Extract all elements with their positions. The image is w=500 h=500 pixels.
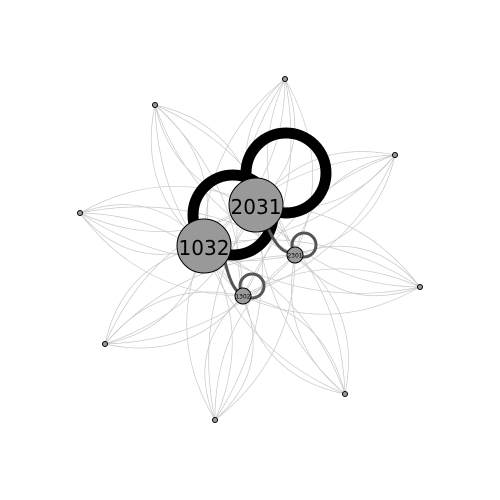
node-label-2031: 2031 [231,195,282,219]
light-edge-31 [242,295,346,395]
node-2031[interactable]: 2031 [228,177,284,233]
outer-node-6[interactable] [102,341,108,347]
light-edge-62 [154,104,244,297]
node-label-1302: 1302 [235,294,250,301]
light-edge-44 [104,254,296,345]
light-edge-12 [294,154,396,256]
nodes: 2031 1032 2301 1302 [77,76,423,423]
light-edge-7 [242,78,292,297]
outer-node-8[interactable] [152,102,158,108]
light-edge-4 [266,78,296,256]
outer-node-5[interactable] [212,417,218,423]
light-edge-46 [104,295,244,349]
outer-node-1[interactable] [282,76,288,82]
node-1302[interactable]: 1302 [234,287,252,305]
light-edge-47 [104,291,244,345]
light-edge-29 [291,254,346,395]
light-edge-60 [154,104,296,256]
light-edge-33 [208,204,257,421]
node-label-2301: 2301 [287,253,302,260]
light-edge-41 [104,204,257,345]
node-2301[interactable]: 2301 [286,246,304,264]
light-edge-38 [214,295,254,421]
light-edge-15 [242,154,396,297]
light-edge-30 [242,295,346,395]
light-edge-13 [294,154,396,256]
outer-node-7[interactable] [77,210,83,216]
light-edge-63 [154,104,244,297]
outer-node-2[interactable] [392,152,398,158]
light-edge-28 [294,254,349,395]
light-edge-18 [203,239,421,288]
light-edge-54 [79,212,244,297]
light-edge-23 [242,286,421,315]
light-edge-20 [294,245,421,288]
self-loop-2301 [290,231,318,259]
light-edge-36 [214,254,296,421]
light-edge-37 [214,254,296,421]
light-edge-11 [203,154,396,247]
light-edge-39 [204,295,244,421]
light-edge-32 [214,204,263,421]
light-edge-21 [294,254,421,297]
self-loop-1302 [238,272,266,300]
outer-node-3[interactable] [417,284,423,290]
node-1032[interactable]: 1032 [176,218,232,274]
node-label-1032: 1032 [179,236,230,260]
light-edge-55 [79,212,244,297]
heavy-edges [187,127,332,300]
light-edge-40 [104,204,257,345]
light-edge-10 [203,154,396,247]
outer-node-4[interactable] [342,391,348,397]
